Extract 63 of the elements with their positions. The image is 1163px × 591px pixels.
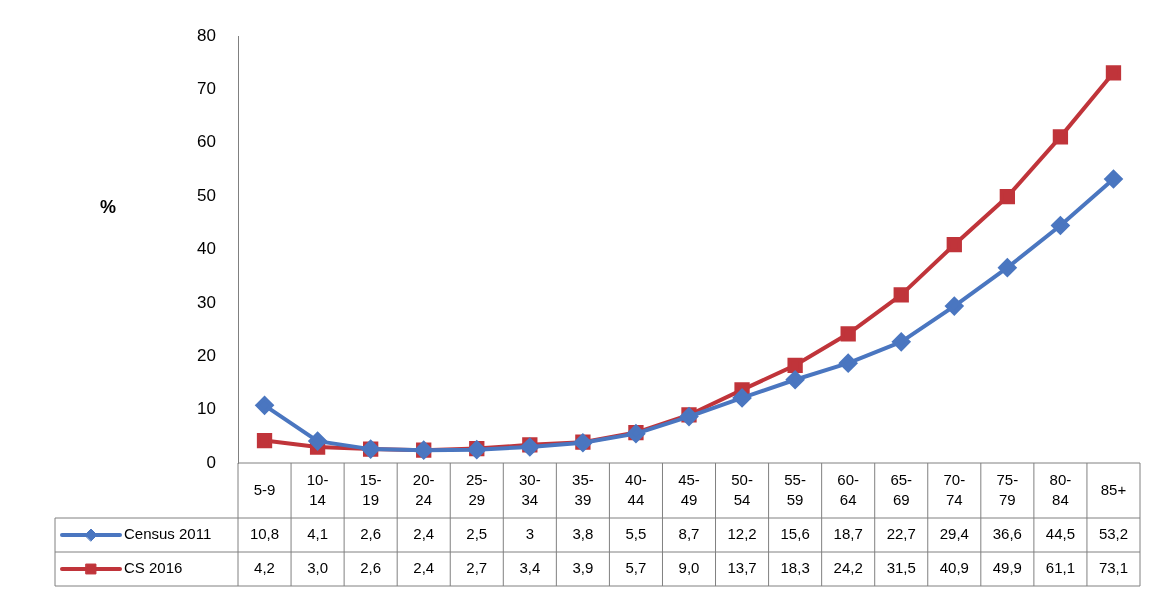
data-label: 18,7 [833,525,863,543]
data-label: 2,6 [360,559,382,577]
x-tick-label: 15-19 [359,470,382,508]
data-label: 49,9 [992,559,1022,577]
data-label: 2,7 [466,559,488,577]
data-label: 2,5 [466,525,488,543]
x-tick-label: 10-14 [306,470,329,508]
x-tick-label: 35-39 [572,470,594,508]
data-label: 3 [525,525,534,543]
data-label: 44,5 [1045,525,1076,543]
data-label: 18,3 [780,559,810,577]
data-label: 4,2 [254,559,275,577]
data-label: 53,2 [1098,525,1129,543]
data-label: 3,8 [572,525,594,543]
legend-label: CS 2016 [124,559,183,577]
x-tick-label: 75-79 [996,470,1019,508]
x-tick-label: 20-24 [412,470,435,508]
y-tick-label: 50 [197,185,216,205]
data-label: 3,0 [307,559,329,577]
x-tick-label: 50-54 [731,470,753,508]
x-tick-label: 85+ [1100,480,1127,498]
data-label: 4,1 [307,525,329,543]
data-label: 10,8 [249,525,280,543]
data-label: 61,1 [1045,559,1076,577]
y-tick-label: 60 [197,132,216,152]
data-label: 9,0 [678,559,700,577]
x-tick-label: 55-59 [784,470,806,508]
x-tick-label: 65-69 [890,470,913,508]
data-label: 5,5 [625,525,647,543]
data-label: 12,2 [727,525,757,543]
y-tick-label: 10 [197,399,216,419]
y-axis-title: % [99,196,117,217]
x-tick-label: 45-49 [678,470,700,508]
data-label: 36,6 [992,525,1022,543]
y-tick-label: 30 [197,292,216,312]
data-label: 8,7 [678,525,700,543]
data-label: 13,7 [727,559,757,577]
data-label: 31,5 [886,559,916,577]
data-label: 3,4 [519,559,541,577]
data-label: 15,6 [780,525,810,543]
y-tick-label: 0 [206,452,216,472]
x-tick-label: 30-34 [518,470,541,508]
y-tick-label: 40 [197,239,216,259]
x-tick-label: 80-84 [1049,470,1072,508]
y-tick-label: 20 [197,345,216,365]
data-label: 2,4 [413,559,435,577]
data-label: 73,1 [1098,559,1129,577]
data-label: 29,4 [939,525,969,543]
x-tick-label: 40-44 [625,470,647,508]
y-tick-label: 80 [197,25,216,45]
data-label: 3,9 [572,559,594,577]
data-label: 2,6 [360,525,382,543]
data-label: 22,7 [886,525,916,543]
y-tick-label: 70 [197,79,216,99]
x-tick-label: 25-29 [465,470,488,508]
data-label: 40,9 [939,559,969,577]
data-label: 24,2 [833,559,863,577]
data-label: 2,4 [413,525,435,543]
data-label: 5,7 [625,559,647,577]
x-tick-label: 5-9 [253,480,276,498]
legend-label: Census 2011 [124,525,212,543]
x-tick-label: 70-74 [943,470,966,508]
x-tick-label: 60-64 [837,470,860,508]
